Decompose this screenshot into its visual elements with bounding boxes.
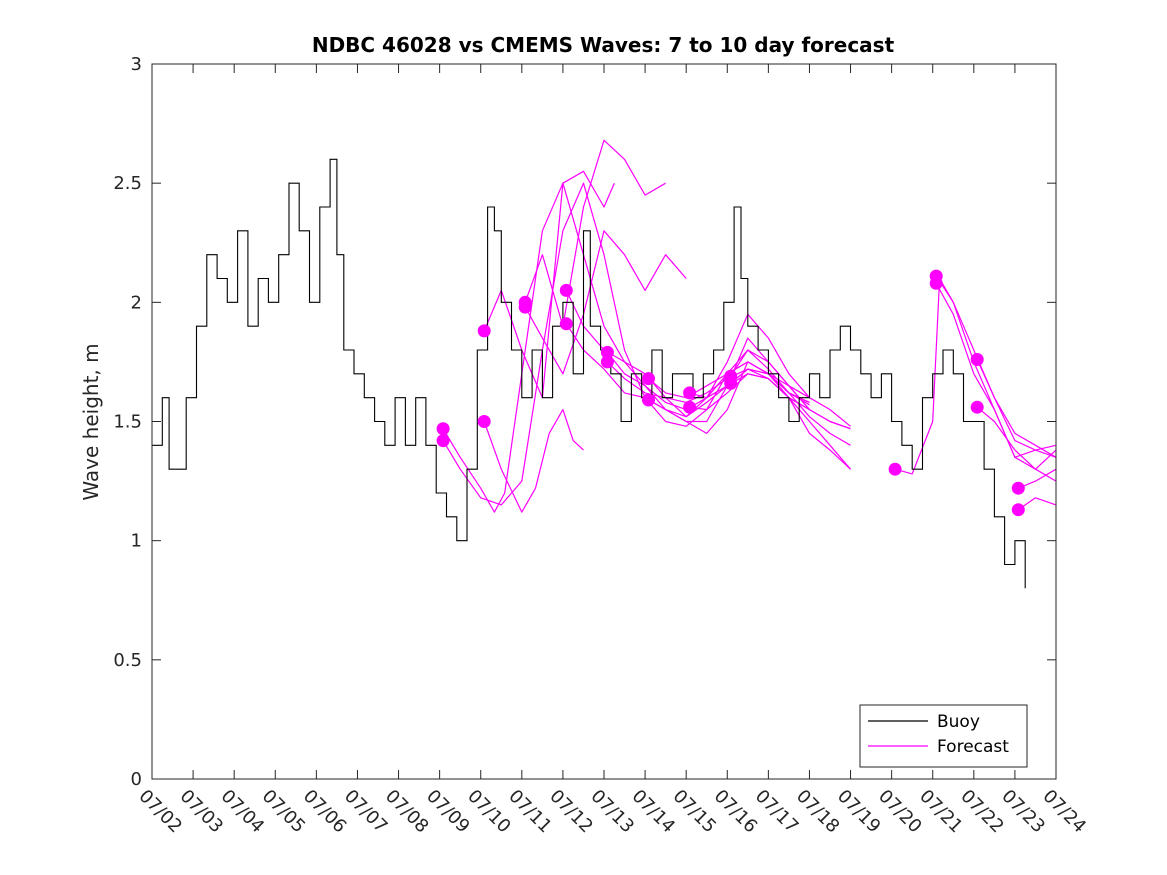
forecast-start-marker — [477, 324, 491, 338]
forecast-start-marker — [929, 269, 943, 283]
forecast-run-line — [483, 170, 615, 399]
x-tick-label: 07/14 — [628, 786, 680, 838]
legend: Buoy Forecast — [859, 704, 1028, 768]
x-tick-label: 07/22 — [956, 786, 1008, 838]
x-tick-label: 07/17 — [751, 786, 803, 838]
x-tick-label: 07/09 — [422, 786, 474, 838]
y-tick-label: 0 — [131, 769, 142, 790]
x-tick-label: 07/02 — [134, 786, 186, 838]
x-tick-label: 07/16 — [710, 786, 762, 838]
forecast-start-marker — [600, 345, 614, 359]
forecast-run-line — [1017, 497, 1057, 511]
y-tick-label: 0.5 — [113, 650, 142, 671]
x-tick-label: 07/08 — [381, 786, 433, 838]
forecast-start-marker — [1011, 503, 1025, 517]
forecast-start-marker — [559, 317, 573, 331]
forecast-start-marker — [970, 353, 984, 366]
forecast-run-line — [976, 359, 1057, 458]
x-tick-label: 07/04 — [217, 786, 269, 838]
x-tick-label: 07/19 — [833, 786, 885, 838]
forecast-start-marker — [1011, 481, 1025, 495]
forecast-run-line — [976, 406, 1057, 482]
forecast-run-line — [730, 368, 851, 470]
forecast-start-marker — [970, 400, 984, 414]
forecast-run-line — [730, 349, 851, 430]
y-tick-label: 2 — [131, 292, 142, 313]
forecast-start-marker — [642, 372, 655, 386]
forecast-start-marker — [436, 422, 450, 436]
x-tick-label: 07/03 — [176, 786, 228, 838]
forecast-start-marker — [436, 434, 450, 448]
forecast-start-marker — [724, 369, 738, 383]
x-tick-label: 07/05 — [258, 786, 310, 838]
y-tick-label: 1 — [131, 531, 142, 552]
forecast-run-line — [935, 283, 1057, 470]
legend-forecast-label: Forecast — [937, 737, 1009, 757]
forecast-run-line — [524, 139, 666, 327]
x-tick-label: 07/24 — [1038, 786, 1090, 838]
x-tick-label: 07/07 — [340, 786, 392, 838]
chart-title: NDBC 46028 vs CMEMS Waves: 7 to 10 day f… — [312, 33, 895, 57]
forecast-run-line — [606, 361, 810, 403]
x-tick-label: 07/06 — [299, 786, 351, 838]
forecast-run-line — [483, 409, 584, 513]
x-tick-label: 07/23 — [997, 786, 1049, 838]
forecast-start-marker — [642, 393, 655, 407]
x-tick-label: 07/10 — [463, 786, 515, 838]
legend-buoy-label: Buoy — [937, 712, 980, 732]
y-tick-label: 3 — [131, 54, 142, 75]
forecast-start-marker — [477, 415, 491, 428]
forecast-run-line — [442, 182, 851, 506]
y-tick-label: 2.5 — [113, 173, 142, 194]
forecast-start-marker — [683, 386, 697, 400]
x-tick-label: 07/13 — [586, 786, 638, 838]
x-tick-label: 07/18 — [792, 786, 844, 838]
forecast-run-line — [935, 275, 1057, 458]
buoy-series-line — [152, 158, 1026, 589]
x-tick-label: 07/21 — [915, 786, 967, 838]
forecast-start-marker — [888, 462, 902, 476]
plot-area — [152, 139, 1057, 589]
y-axis-label: Wave height, m — [79, 343, 103, 500]
forecast-start-marker — [518, 295, 532, 309]
forecast-start-marker — [559, 283, 573, 297]
x-tick-label: 07/12 — [545, 786, 597, 838]
x-tick-label: 07/15 — [669, 786, 721, 838]
forecast-start-marker — [683, 400, 697, 414]
y-tick-label: 1.5 — [113, 412, 142, 433]
forecast-run-line — [442, 182, 851, 513]
forecast-start-marker — [600, 355, 614, 369]
legend-box — [859, 704, 1028, 768]
axes-box — [151, 63, 1057, 780]
forecast-run-line — [524, 230, 687, 375]
x-tick-label: 07/11 — [504, 786, 556, 838]
x-tick-label: 07/20 — [874, 786, 926, 838]
